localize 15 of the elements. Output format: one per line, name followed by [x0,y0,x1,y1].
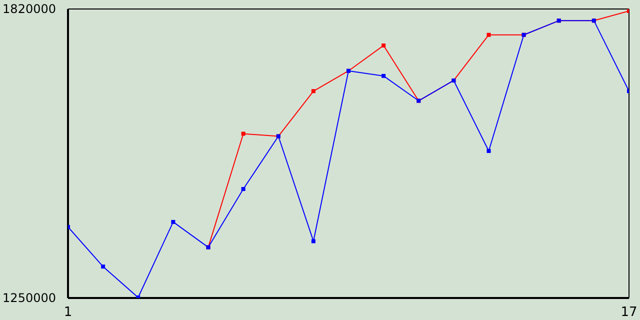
y-tick-label: 1820000 [2,2,56,16]
x-tick-label: 1 [64,305,72,320]
point [311,239,316,244]
point [311,89,316,94]
x-tick-label: 17 [620,305,638,320]
y-tick-label: 1250000 [2,291,56,305]
point [171,220,176,224]
point [382,44,386,48]
point [486,32,491,37]
point [136,295,140,298]
point [241,186,246,191]
point [101,264,106,269]
point [486,148,491,153]
point [241,132,246,136]
point [382,74,386,78]
